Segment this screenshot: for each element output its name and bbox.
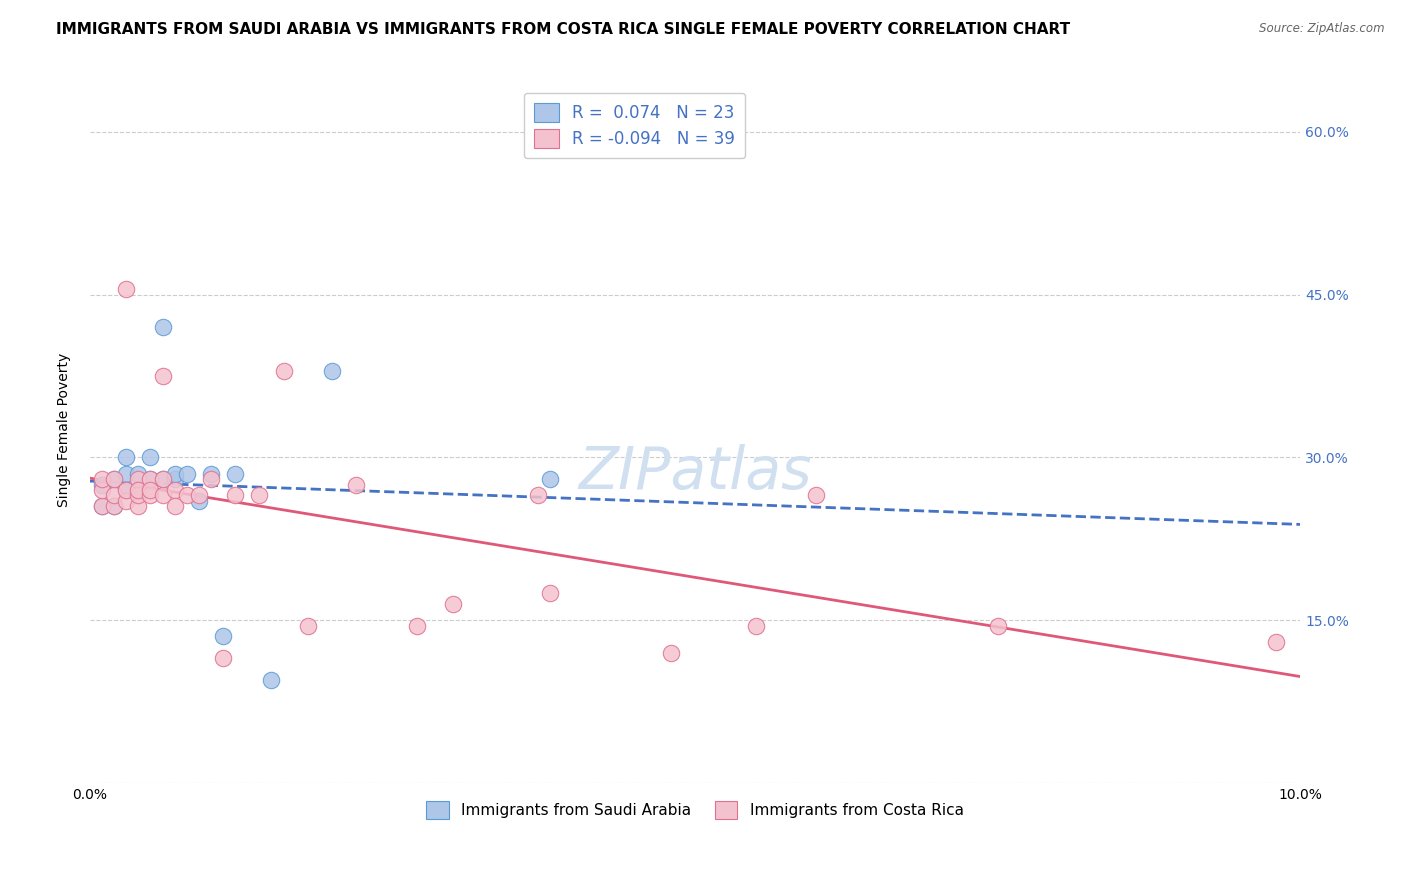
- Point: [744, 618, 766, 632]
- Point: [538, 472, 561, 486]
- Text: Source: ZipAtlas.com: Source: ZipAtlas.com: [1260, 22, 1385, 36]
- Point: [127, 500, 149, 514]
- Point: [91, 477, 114, 491]
- Point: [163, 472, 186, 486]
- Point: [176, 467, 198, 481]
- Point: [103, 500, 125, 514]
- Point: [187, 488, 209, 502]
- Point: [139, 488, 162, 502]
- Point: [103, 472, 125, 486]
- Point: [224, 467, 246, 481]
- Point: [127, 488, 149, 502]
- Point: [659, 646, 682, 660]
- Point: [187, 493, 209, 508]
- Point: [526, 488, 548, 502]
- Point: [152, 320, 174, 334]
- Point: [91, 472, 114, 486]
- Point: [212, 630, 235, 644]
- Point: [260, 673, 283, 687]
- Point: [538, 586, 561, 600]
- Point: [115, 483, 138, 497]
- Point: [115, 467, 138, 481]
- Point: [152, 368, 174, 383]
- Point: [224, 488, 246, 502]
- Legend: Immigrants from Saudi Arabia, Immigrants from Costa Rica: Immigrants from Saudi Arabia, Immigrants…: [420, 795, 970, 825]
- Point: [986, 618, 1008, 632]
- Point: [200, 472, 222, 486]
- Point: [247, 488, 270, 502]
- Point: [139, 472, 162, 486]
- Point: [115, 450, 138, 465]
- Point: [344, 477, 367, 491]
- Point: [91, 483, 114, 497]
- Point: [127, 467, 149, 481]
- Point: [152, 472, 174, 486]
- Point: [212, 651, 235, 665]
- Point: [91, 500, 114, 514]
- Text: ZIPatlas: ZIPatlas: [578, 444, 811, 501]
- Point: [103, 472, 125, 486]
- Point: [152, 488, 174, 502]
- Point: [103, 488, 125, 502]
- Point: [91, 500, 114, 514]
- Point: [804, 488, 827, 502]
- Point: [176, 488, 198, 502]
- Point: [139, 483, 162, 497]
- Point: [1264, 635, 1286, 649]
- Point: [152, 472, 174, 486]
- Text: IMMIGRANTS FROM SAUDI ARABIA VS IMMIGRANTS FROM COSTA RICA SINGLE FEMALE POVERTY: IMMIGRANTS FROM SAUDI ARABIA VS IMMIGRAN…: [56, 22, 1070, 37]
- Point: [127, 483, 149, 497]
- Point: [139, 450, 162, 465]
- Point: [139, 472, 162, 486]
- Point: [103, 500, 125, 514]
- Point: [115, 282, 138, 296]
- Point: [115, 493, 138, 508]
- Point: [127, 483, 149, 497]
- Y-axis label: Single Female Poverty: Single Female Poverty: [58, 353, 72, 508]
- Point: [163, 467, 186, 481]
- Point: [273, 363, 295, 377]
- Point: [297, 618, 319, 632]
- Point: [405, 618, 427, 632]
- Point: [127, 472, 149, 486]
- Point: [115, 483, 138, 497]
- Point: [163, 483, 186, 497]
- Point: [163, 500, 186, 514]
- Point: [321, 363, 343, 377]
- Point: [200, 467, 222, 481]
- Point: [441, 597, 464, 611]
